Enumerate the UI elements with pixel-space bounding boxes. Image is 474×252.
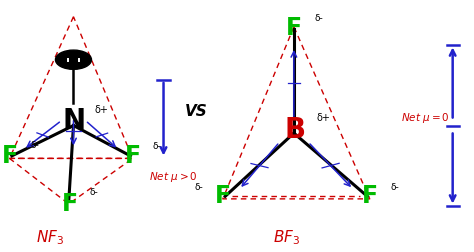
Text: δ-: δ- [391,182,399,192]
Text: $NF_3$: $NF_3$ [36,228,64,246]
Text: F: F [125,143,141,167]
Text: F: F [286,16,302,40]
Text: δ-: δ- [152,141,161,150]
Text: VS: VS [185,103,208,118]
Text: F: F [362,183,378,207]
Text: δ-: δ- [30,140,39,149]
Text: δ-: δ- [314,14,323,23]
Text: $Net\ \mu > 0$: $Net\ \mu > 0$ [149,169,198,183]
Text: F: F [62,191,78,215]
Circle shape [55,51,91,70]
Text: $Net\ \mu = 0$: $Net\ \mu = 0$ [401,110,449,124]
Text: $BF_3$: $BF_3$ [273,228,301,246]
Text: F: F [1,143,18,167]
Text: N: N [63,107,86,135]
Text: F: F [215,183,231,207]
Text: δ+: δ+ [316,113,330,123]
Text: B: B [284,116,305,144]
Text: δ-: δ- [89,187,98,197]
Text: δ+: δ+ [94,105,108,115]
Text: δ-: δ- [195,182,203,192]
